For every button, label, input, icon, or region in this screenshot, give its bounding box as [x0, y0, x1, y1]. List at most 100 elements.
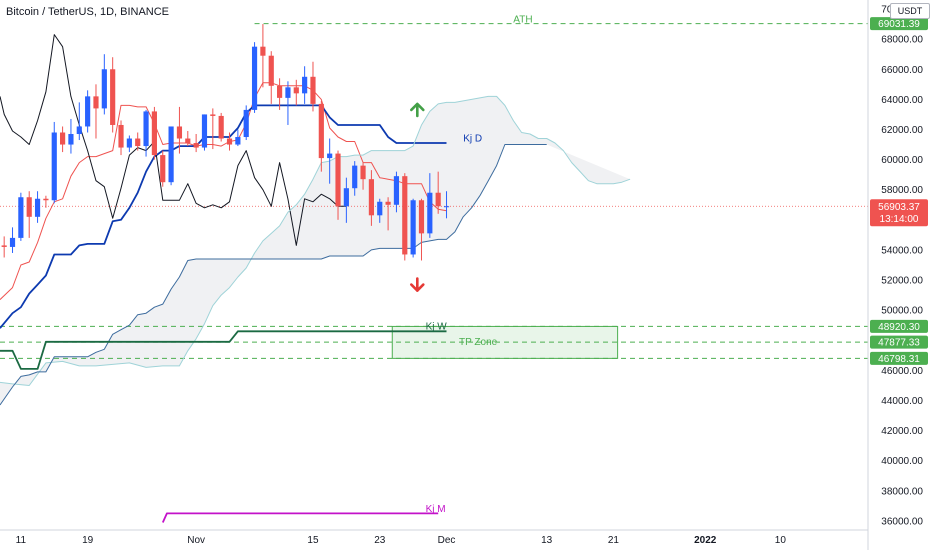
y-tick-label: 58000.00	[881, 185, 923, 196]
candle-body	[368, 179, 374, 216]
candle-body	[9, 237, 16, 247]
ichimoku-cloud	[0, 96, 631, 406]
series-line-kj-w	[0, 330, 447, 370]
candle-body	[1, 245, 7, 247]
candle-body	[435, 192, 441, 207]
y-tick-label: 44000.00	[881, 396, 923, 407]
candle-body	[310, 76, 316, 104]
candle-body	[410, 200, 416, 255]
candle-body	[385, 201, 391, 205]
series-line-cloud-lower	[0, 144, 547, 406]
candle-body	[427, 192, 433, 234]
candle	[335, 150, 341, 220]
candle	[285, 81, 291, 125]
series-line-chikou	[0, 34, 347, 246]
candle-body	[151, 111, 157, 156]
candle	[260, 24, 266, 88]
level-price-tag	[870, 319, 928, 333]
candle-body	[143, 111, 149, 147]
candle	[352, 161, 358, 196]
level-price-tag	[870, 335, 928, 349]
annotation-label: ATH	[513, 15, 532, 26]
candle	[410, 198, 416, 258]
candle	[135, 132, 141, 151]
candle	[51, 121, 57, 204]
x-tick-label: 13	[541, 535, 553, 546]
candle	[76, 102, 82, 141]
level-price-value: 46798.31	[878, 354, 920, 365]
candle	[385, 197, 391, 231]
candle	[310, 61, 316, 112]
candle-body	[18, 197, 24, 238]
candle	[360, 162, 366, 190]
candle-body	[393, 176, 400, 205]
candle-body	[51, 132, 57, 201]
candle-body	[418, 200, 425, 234]
x-tick-label: 21	[608, 535, 620, 546]
candle	[110, 57, 116, 133]
x-tick-label: 11	[16, 535, 27, 546]
candle	[68, 118, 74, 154]
candle-body	[277, 85, 283, 98]
current-price-value: 56903.37	[878, 202, 920, 213]
candle	[18, 192, 24, 241]
arrow-up-icon	[410, 102, 425, 118]
candle-body	[68, 134, 74, 145]
currency-label[interactable]: USDT	[890, 3, 930, 19]
candle	[277, 78, 283, 110]
series-line-kj-m	[161, 512, 439, 523]
candle-body	[443, 206, 450, 208]
candle	[402, 173, 408, 261]
candle-body	[118, 124, 124, 148]
candle-body	[193, 143, 199, 148]
candle	[427, 173, 433, 238]
candle	[435, 171, 441, 214]
y-tick-label: 66000.00	[881, 65, 923, 76]
y-tick-label: 60000.00	[881, 155, 923, 166]
annotation-label: Kj M	[426, 504, 446, 515]
candle	[393, 171, 400, 213]
candle	[43, 195, 49, 208]
candle	[343, 177, 349, 223]
candle	[268, 51, 274, 104]
candle	[60, 126, 66, 153]
annotation-label: TP Zone	[459, 337, 498, 348]
y-tick-label: 50000.00	[881, 306, 923, 317]
candle-body	[76, 126, 82, 135]
candle	[143, 109, 149, 157]
candle-body	[285, 87, 291, 98]
candle	[418, 198, 425, 261]
x-tick-label: 19	[82, 535, 94, 546]
annotation-label: Kj W	[426, 322, 448, 333]
candle	[218, 112, 224, 142]
candle	[26, 191, 32, 238]
series-line-kj-d	[0, 104, 447, 329]
level-price-value: 47877.33	[878, 338, 920, 349]
level-price-tag	[870, 351, 928, 365]
series-line-tenkan	[0, 82, 447, 300]
candle-body	[168, 126, 174, 183]
candle-body	[93, 96, 99, 109]
candle	[251, 42, 258, 113]
candle-body	[135, 138, 141, 147]
y-tick-label: 62000.00	[881, 125, 923, 136]
arrow-down-icon	[410, 277, 425, 292]
candle-body	[210, 114, 216, 116]
candle-body	[377, 201, 383, 216]
candle-body	[327, 153, 333, 159]
candle	[126, 135, 132, 153]
candle	[377, 198, 383, 223]
level-price-value: 48920.30	[878, 322, 920, 333]
candle-body	[176, 126, 183, 139]
y-tick-label: 38000.00	[881, 486, 923, 497]
candle-body	[43, 198, 49, 201]
candle-body	[218, 115, 224, 139]
plot-area: ATH Kj D Kj W TP Zone Kj M	[0, 14, 868, 523]
candle-body	[251, 46, 258, 110]
candle-body	[318, 103, 324, 159]
candle-body	[85, 96, 91, 127]
candle	[160, 150, 166, 187]
candle-body	[126, 138, 132, 148]
